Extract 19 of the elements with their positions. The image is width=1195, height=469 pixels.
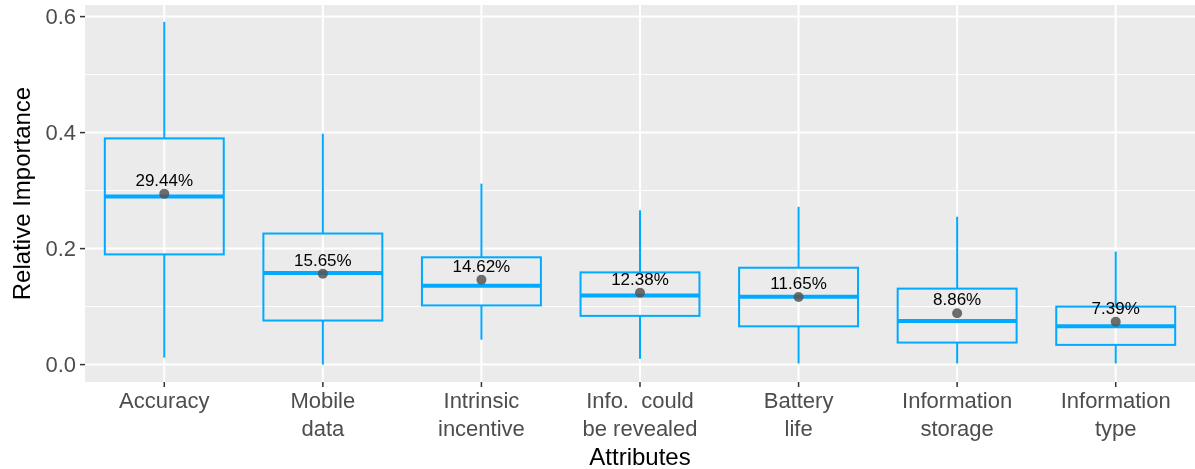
annotation: 29.44% (135, 170, 194, 190)
y-tick-label: 0.2 (45, 236, 76, 262)
x-tick-label: Information storage (902, 388, 1013, 441)
annotation: 11.65% (770, 274, 827, 294)
x-tick-label: Intrinsic incentive (438, 388, 525, 441)
annotation: 14.62% (452, 256, 511, 276)
y-tick-label: 0.6 (45, 4, 76, 30)
x-tick-label: Accuracy (119, 388, 210, 413)
y-tick-label: 0.4 (45, 120, 76, 146)
annotation: 8.86% (933, 290, 982, 310)
x-tick-label: Information type (1060, 388, 1171, 441)
annotation: 12.38% (611, 269, 669, 289)
x-axis-title: Attributes (589, 443, 691, 469)
x-tick-label: Battery life (763, 388, 834, 441)
x-tick-label: Info. could be revealed (582, 388, 698, 441)
y-tick-label: 0.0 (45, 352, 76, 378)
x-tick-label: Mobile data (290, 388, 356, 441)
annotation: 15.65% (294, 250, 352, 270)
y-axis-title: Relative Importance (8, 86, 35, 301)
